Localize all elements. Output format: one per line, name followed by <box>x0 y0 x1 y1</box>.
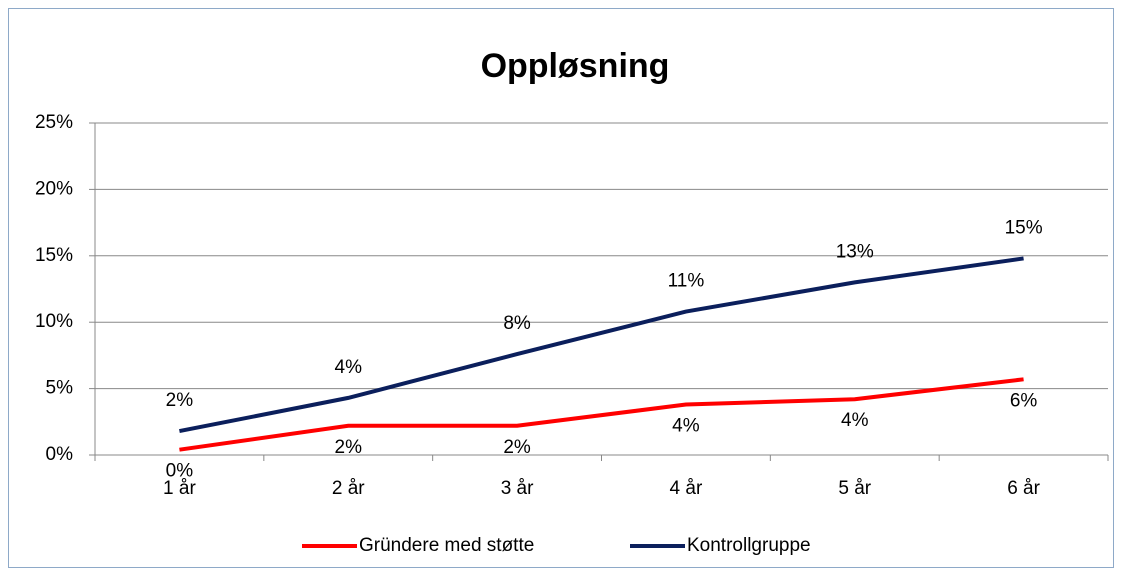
data-label: 0% <box>166 461 194 482</box>
x-tick-label: 2 år <box>332 478 365 499</box>
legend-label: Gründere med støtte <box>359 535 534 556</box>
y-tick-label: 5% <box>46 378 74 399</box>
data-label: 2% <box>335 437 363 458</box>
y-tick-label: 15% <box>35 245 73 266</box>
y-tick-label: 25% <box>35 112 73 133</box>
legend-label: Kontrollgruppe <box>687 535 811 556</box>
data-label: 11% <box>668 271 705 292</box>
x-tick-label: 5 år <box>838 478 871 499</box>
series-line <box>179 377 1024 452</box>
series-line <box>179 256 1024 434</box>
data-label: 4% <box>841 410 869 431</box>
chart-border <box>8 8 1114 568</box>
x-tick-label: 3 år <box>501 478 534 499</box>
data-label: 13% <box>836 241 874 262</box>
data-label: 2% <box>503 437 531 458</box>
data-label: 4% <box>672 416 700 437</box>
y-tick-label: 10% <box>35 311 73 332</box>
data-label: 6% <box>1010 390 1038 411</box>
data-label: 2% <box>166 390 194 411</box>
x-tick-label: 4 år <box>670 478 703 499</box>
x-tick-label: 1 år <box>163 478 196 499</box>
data-label: 15% <box>1005 217 1043 238</box>
x-tick-label: 6 år <box>1007 478 1040 499</box>
y-tick-label: 20% <box>35 178 73 199</box>
chart-title: Oppløsning <box>481 47 670 85</box>
y-tick-label: 0% <box>46 444 74 465</box>
data-label: 4% <box>335 357 363 378</box>
data-label: 8% <box>503 313 531 334</box>
